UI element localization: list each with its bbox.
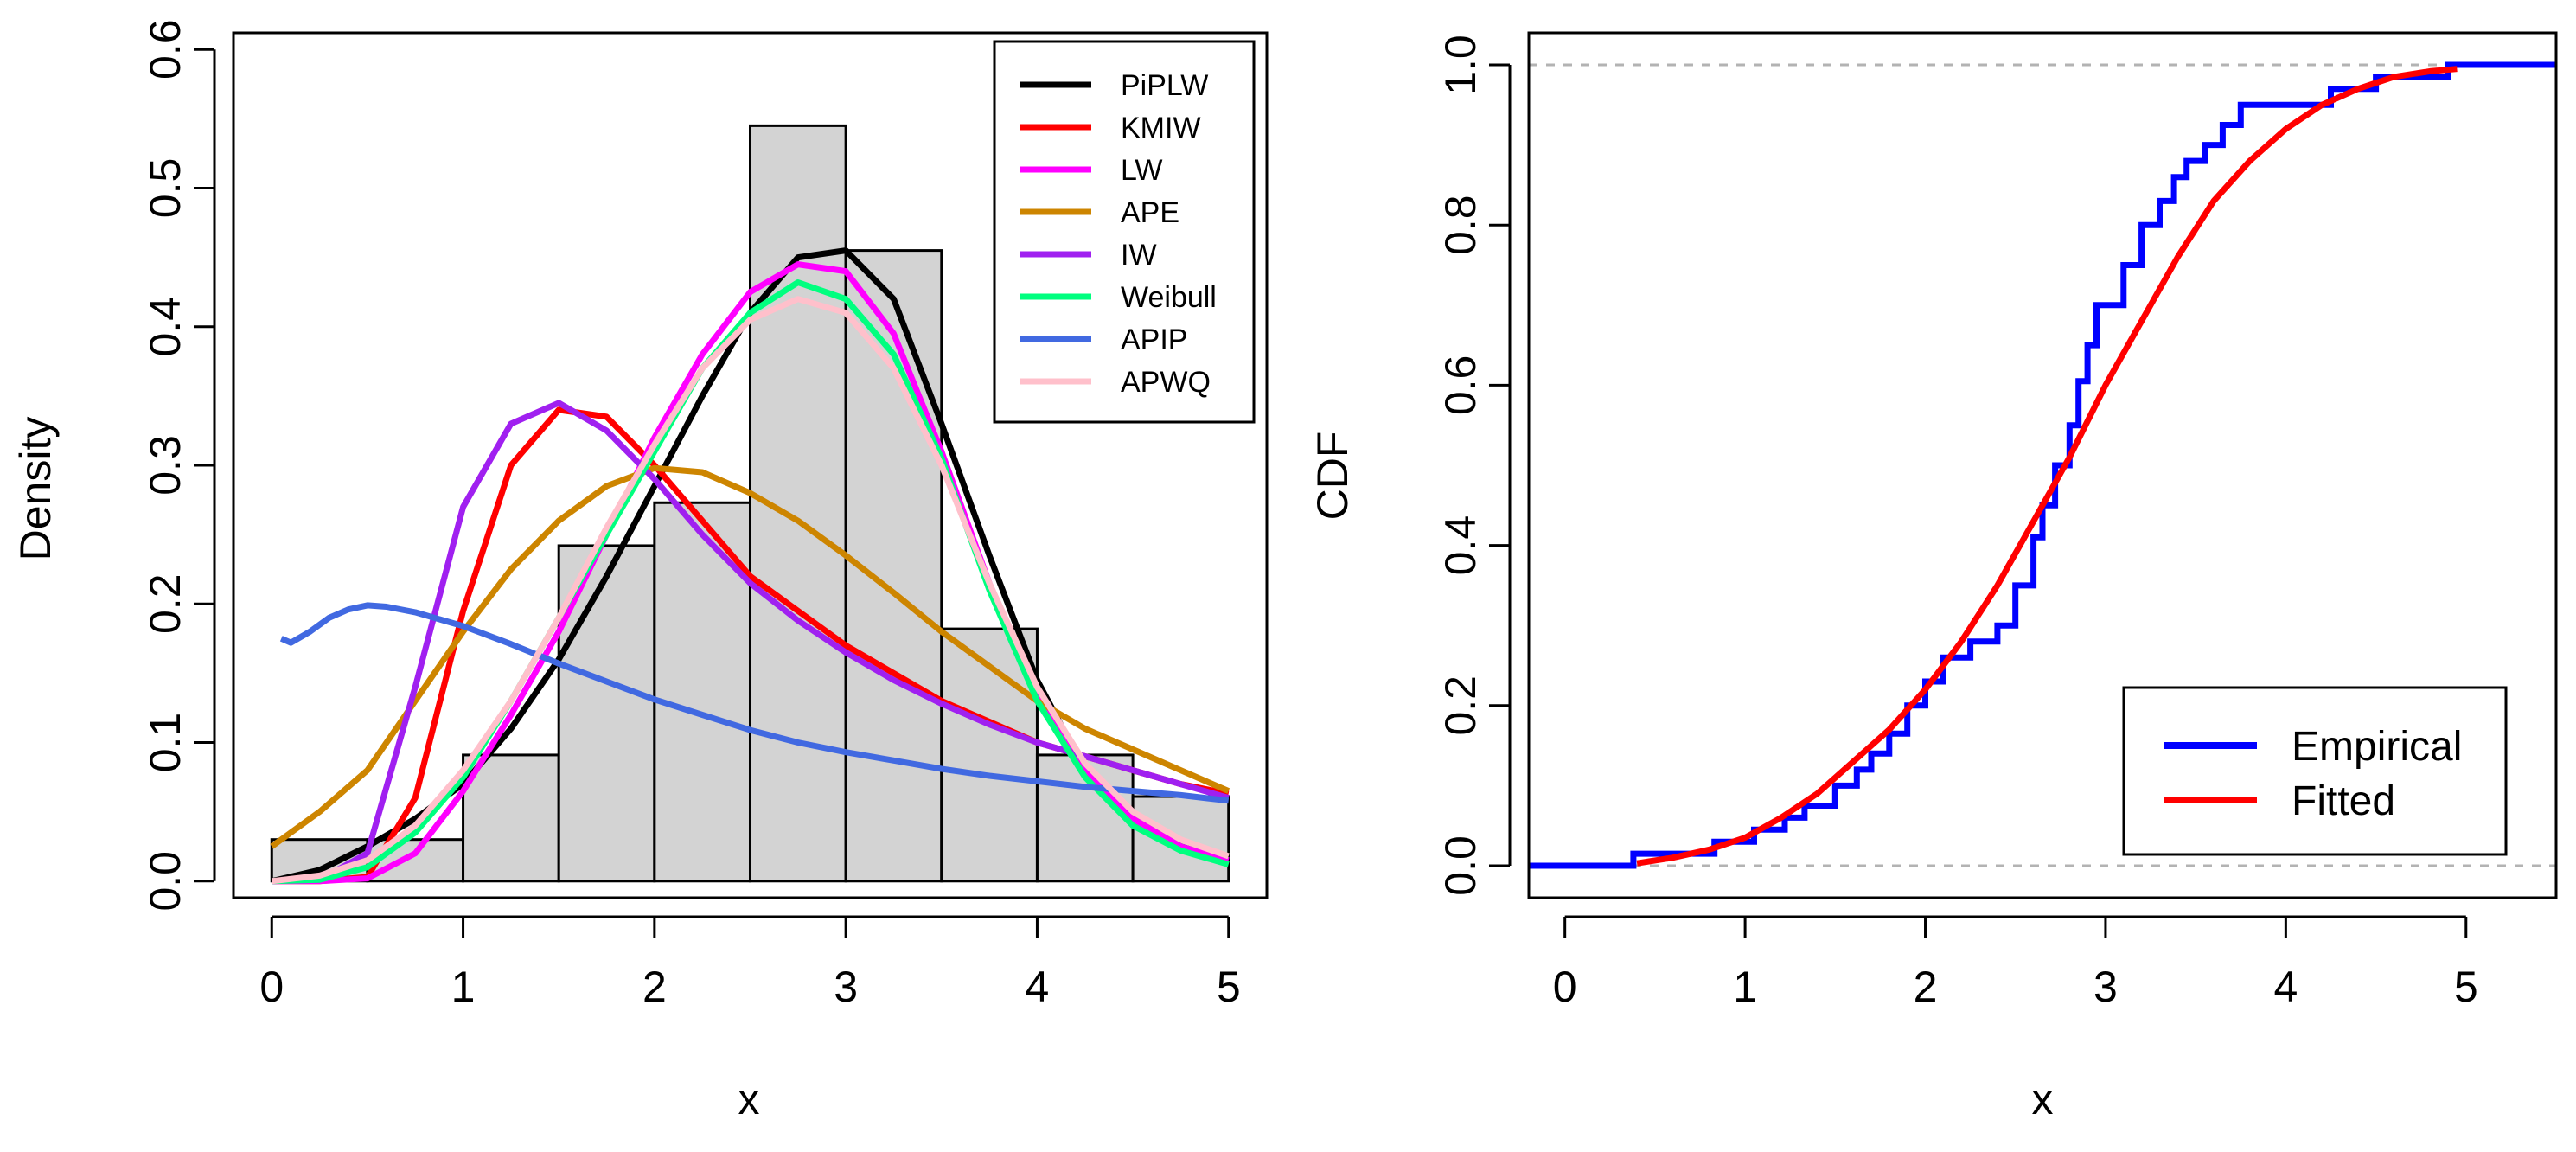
legend: PiPLW KMIW LW APE IW Weibull APIP APWQ [993, 40, 1256, 424]
x-tick-label: 2 [642, 963, 667, 1011]
legend-label-weibull: Weibull [1121, 281, 1217, 314]
legend-label-kmiw: KMIW [1121, 112, 1201, 144]
cdf-curve-empirical [1529, 61, 2556, 869]
histogram [270, 124, 1230, 883]
y-tick-label: 0.6 [1436, 355, 1485, 416]
x-axis-title: x [2032, 1075, 2054, 1123]
legend-label-ape: APE [1121, 196, 1179, 229]
y-tick-label: 0.1 [141, 713, 189, 773]
legend-label-lw: LW [1121, 154, 1162, 187]
density-curves [270, 247, 1230, 885]
legend-label-iw: IW [1121, 239, 1157, 272]
x-tick-label: 5 [2454, 963, 2478, 1011]
x-tick-label: 1 [1733, 963, 1757, 1011]
y-tick-label: 1.0 [1436, 35, 1485, 95]
y-axis: 0.0 0.1 0.2 0.3 0.4 0.5 0.6 [141, 19, 216, 912]
x-tick-label: 0 [1553, 963, 1577, 1011]
y-tick-label: 0.2 [141, 573, 189, 634]
x-tick-label: 4 [1026, 963, 1050, 1011]
x-axis-title: x [738, 1075, 760, 1123]
density-curve-ape [270, 464, 1230, 849]
histogram-bar [462, 753, 560, 883]
x-axis: 0 1 2 3 4 5 [1553, 915, 2478, 1011]
legend-label-piplw: PiPLW [1121, 69, 1208, 102]
y-tick-label: 0.0 [141, 851, 189, 912]
reference-lines [1529, 63, 2556, 867]
y-tick-label: 0.3 [141, 435, 189, 496]
legend-box [993, 40, 1256, 424]
density-panel: 0 1 2 3 4 5 0.0 0.1 0.2 0.3 0.4 0.5 0.6 x Density P… [11, 19, 1269, 1123]
plot-frame [232, 31, 1269, 899]
legend-box [2122, 686, 2508, 856]
legend-label-fitted: Fitted [2292, 778, 2395, 824]
y-tick-label: 0.0 [1436, 835, 1485, 896]
y-axis-title: CDF [1308, 432, 1357, 521]
legend-label-apwq: APWQ [1121, 366, 1211, 399]
legend-label-empirical: Empirical [2292, 724, 2462, 770]
y-tick-label: 0.5 [141, 158, 189, 219]
x-tick-label: 2 [1914, 963, 1938, 1011]
x-tick-label: 5 [1217, 963, 1241, 1011]
plot-frame [1527, 31, 2558, 899]
density-curve-apwq [271, 296, 1230, 885]
x-axis: 0 1 2 3 4 5 [259, 915, 1241, 1011]
density-curve-weibull [272, 279, 1230, 885]
density-curve-lw [272, 261, 1230, 885]
x-tick-label: 3 [2093, 963, 2118, 1011]
legend-label-apip: APIP [1121, 323, 1187, 356]
cdf-panel: 0 1 2 3 4 5 0.0 0.2 0.4 0.6 0.8 1.0 x CDF Empirica… [1308, 31, 2558, 1123]
x-tick-label: 4 [2273, 963, 2298, 1011]
y-tick-label: 0.6 [141, 19, 189, 80]
cdf-curves [1529, 61, 2556, 869]
y-axis-title: Density [11, 417, 60, 561]
y-tick-label: 0.4 [1436, 515, 1485, 576]
x-tick-label: 3 [834, 963, 858, 1011]
y-axis: 0.0 0.2 0.4 0.6 0.8 1.0 [1436, 35, 1512, 896]
density-curve-apip [279, 602, 1230, 804]
x-tick-label: 0 [259, 963, 284, 1011]
y-tick-label: 0.4 [141, 297, 189, 357]
x-tick-label: 1 [451, 963, 476, 1011]
legend: Empirical Fitted [2122, 686, 2508, 856]
y-tick-label: 0.2 [1436, 675, 1485, 736]
cdf-curve-fitted [1636, 66, 2458, 867]
histogram-bar [1035, 753, 1135, 883]
y-tick-label: 0.8 [1436, 195, 1485, 255]
